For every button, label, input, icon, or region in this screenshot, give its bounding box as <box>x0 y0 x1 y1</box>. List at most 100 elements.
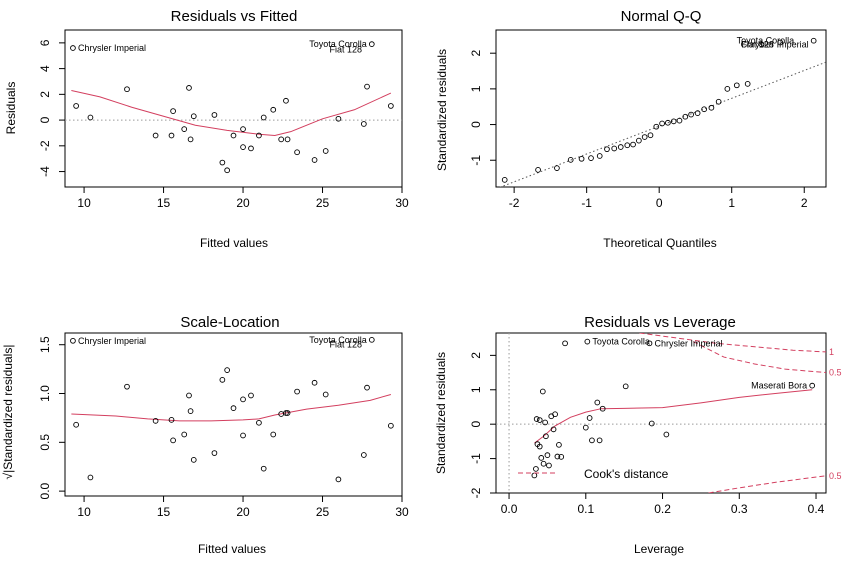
point-label: Fiat 128 <box>329 340 362 350</box>
cooks-distance-label: 0.5 <box>829 471 842 481</box>
legend: Cook's distance <box>518 467 669 481</box>
data-point <box>596 153 603 159</box>
data-point <box>124 86 130 93</box>
data-point <box>335 476 342 483</box>
point-label: Toyota Corolla <box>309 39 367 49</box>
cooks-distance-label: 1 <box>829 347 834 357</box>
data-point <box>360 121 367 127</box>
x-tick-label: -2 <box>509 196 520 210</box>
data-point <box>708 104 715 111</box>
data-point <box>278 136 285 143</box>
data-point <box>670 118 677 125</box>
data-point <box>70 45 76 51</box>
y-tick-label: -1 <box>469 453 483 464</box>
plot-title: Scale-Location <box>180 314 279 331</box>
x-tick-label: 1 <box>728 196 735 210</box>
data-point <box>562 340 568 347</box>
data-point <box>578 155 585 162</box>
data-point <box>73 103 79 109</box>
data-point <box>538 455 545 461</box>
plot-frame <box>64 332 403 497</box>
data-point <box>168 417 175 423</box>
plot-frame <box>495 332 827 494</box>
panel-rvl: Residuals vs Leverage Leverage Standardize… <box>434 314 842 556</box>
plot-frame <box>495 29 827 188</box>
data-point <box>744 81 751 87</box>
data-point <box>152 417 159 424</box>
data-point <box>550 426 557 433</box>
data-point <box>694 110 701 116</box>
smooth-line <box>71 89 392 137</box>
y-tick-label: 1 <box>469 386 483 393</box>
x-tick-label: 0.3 <box>731 502 748 516</box>
y-tick-label: 2 <box>38 91 52 98</box>
x-tick-label: 0.0 <box>501 502 518 516</box>
y-tick-label: 0.5 <box>38 434 52 451</box>
data-point <box>186 85 192 91</box>
data-point <box>186 392 192 399</box>
plot-area <box>499 37 826 187</box>
data-point <box>294 388 300 395</box>
x-tick-label: -1 <box>581 196 592 210</box>
data-point <box>70 337 76 344</box>
data-point <box>531 472 538 479</box>
point-label: Toyota Corolla <box>592 337 650 347</box>
y-tick-label: 2 <box>469 50 483 57</box>
point-label: Chrysler Imperial <box>654 338 722 348</box>
plot-area <box>70 336 394 483</box>
data-point <box>533 466 539 472</box>
data-point <box>589 437 595 444</box>
point-label: Maserati Bora <box>751 381 807 391</box>
data-point <box>294 149 300 156</box>
data-point <box>810 37 817 44</box>
data-point <box>190 457 197 463</box>
legend-label: Cook's distance <box>584 467 669 481</box>
data-point <box>567 157 574 163</box>
data-point <box>501 177 508 183</box>
data-point <box>260 465 267 472</box>
data-point <box>733 82 740 89</box>
data-point <box>388 103 394 109</box>
data-point <box>542 419 548 426</box>
data-point <box>219 377 226 383</box>
y-tick-label: 2 <box>469 352 483 359</box>
data-point <box>152 132 159 139</box>
x-tick-label: 30 <box>395 505 409 519</box>
data-point <box>604 146 610 153</box>
data-point <box>624 142 631 149</box>
data-point <box>335 115 342 122</box>
x-axis-label: Fitted values <box>200 236 268 250</box>
data-points <box>531 338 816 479</box>
data-point <box>219 159 226 166</box>
data-point <box>388 422 394 429</box>
data-point <box>283 410 289 416</box>
data-points <box>70 41 394 174</box>
data-point <box>558 454 565 460</box>
data-point <box>211 112 218 118</box>
data-point <box>170 108 176 114</box>
point-label: Fiat 128 <box>741 39 774 49</box>
data-point <box>364 83 370 90</box>
panel-rvf: Residuals vs Fitted Fitted values Residual… <box>4 8 409 250</box>
x-tick-label: 0.4 <box>808 502 825 516</box>
data-point <box>256 419 262 426</box>
data-point <box>368 41 375 48</box>
data-point <box>653 123 660 130</box>
data-point <box>809 382 816 389</box>
x-tick-label: 0 <box>656 196 663 210</box>
data-point <box>181 126 188 132</box>
x-tick-label: 10 <box>77 505 91 519</box>
y-tick-label: 1 <box>469 85 483 92</box>
y-axis: -1 0 1 2 <box>469 50 496 166</box>
data-point <box>170 437 176 444</box>
data-point <box>539 388 546 395</box>
data-point <box>663 431 670 438</box>
data-point <box>777 39 784 46</box>
data-point <box>554 165 560 171</box>
data-point <box>646 340 653 347</box>
data-point <box>622 383 629 390</box>
plot-area <box>65 41 402 174</box>
x-tick-label: 25 <box>316 196 330 210</box>
data-point <box>248 145 254 152</box>
data-point <box>630 141 636 148</box>
